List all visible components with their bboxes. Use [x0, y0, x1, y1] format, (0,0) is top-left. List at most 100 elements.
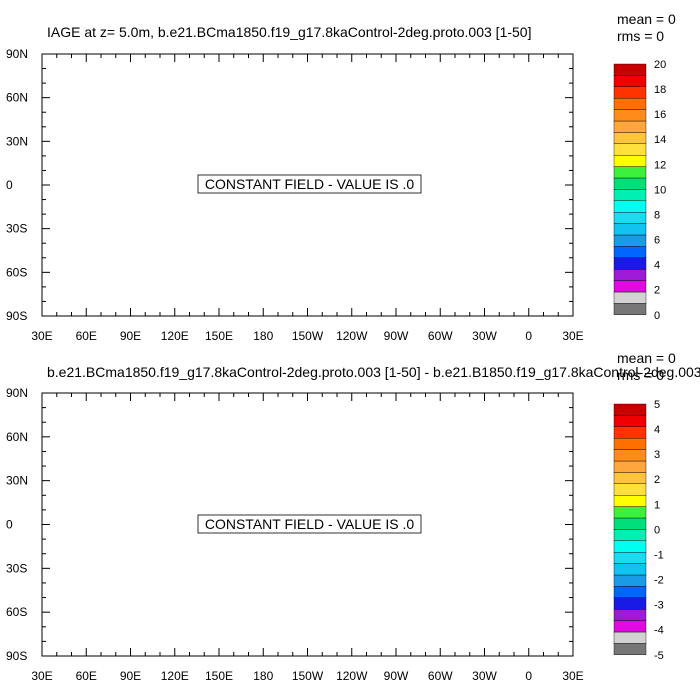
top-x-tick-label: 180: [253, 329, 273, 343]
top-colorbar-swatch: [613, 75, 647, 88]
top-colorbar-label: 16: [654, 109, 666, 121]
bottom-colorbar-swatch: [613, 403, 647, 416]
top-colorbar-swatch: [613, 97, 647, 110]
top-y-tick-label: 0: [6, 178, 13, 192]
top-colorbar-swatch: [613, 86, 647, 99]
bottom-colorbar-label: -4: [654, 625, 664, 637]
top-colorbar: 0 2 4 6 8 10 12 14 16 18 20: [613, 59, 666, 322]
top-x-tick-label: 150E: [205, 329, 233, 343]
top-y-tick-label: 30N: [6, 134, 28, 148]
bottom-panel: b.e21.BCma1850.f19_g17.8kaControl-2deg.p…: [6, 350, 700, 683]
top-x-tick-label: 30E: [31, 329, 52, 343]
bottom-x-tick-label: 60E: [76, 669, 97, 683]
bottom-colorbar-label: 5: [654, 399, 660, 411]
top-colorbar-swatch: [613, 200, 647, 213]
bottom-x-tick-label: 150W: [292, 669, 324, 683]
bottom-y-tick-label: 30S: [6, 561, 27, 575]
bottom-panel-title: b.e21.BCma1850.f19_g17.8kaControl-2deg.p…: [47, 364, 700, 380]
bottom-colorbar-label: -3: [654, 600, 664, 612]
bottom-colorbar-label: 4: [654, 424, 660, 436]
bottom-colorbar-swatch: [613, 460, 647, 473]
top-message: CONSTANT FIELD - VALUE IS .0: [205, 176, 414, 192]
top-colorbar-swatch: [613, 132, 647, 144]
top-x-tick-label: 60E: [76, 329, 97, 343]
top-colorbar-swatch: [613, 246, 647, 258]
bottom-y-tick-label: 90S: [6, 649, 27, 663]
bottom-colorbar-label: 0: [654, 524, 660, 536]
bottom-colorbar-label: -2: [654, 575, 664, 587]
bottom-colorbar-swatch: [613, 483, 647, 496]
bottom-colorbar-label: 1: [654, 499, 660, 511]
top-x-tick-label: 120W: [336, 329, 368, 343]
top-x-tick-label: 60W: [428, 329, 453, 343]
top-map-ticks: 30E 60E 90E 120E 150E 180 150W 120W 90W 60W 30W 0 30…: [6, 47, 584, 343]
bottom-message-box: [197, 514, 422, 534]
top-message-box: [197, 174, 422, 194]
top-colorbar-label: 14: [654, 134, 666, 146]
top-colorbar-swatch: [613, 166, 647, 179]
top-colorbar-label: 18: [654, 84, 666, 96]
top-colorbar-swatch: [613, 291, 647, 304]
bottom-colorbar-label: 3: [654, 449, 660, 461]
bottom-map-ticks: 30E 60E 90E 120E 150E 180 150W 120W 90W 60W 30W 0 30…: [6, 386, 584, 683]
bottom-y-tick-label: 60N: [6, 430, 28, 444]
top-x-tick-label: 150W: [292, 329, 324, 343]
bottom-colorbar-swatch: [613, 540, 647, 553]
top-colorbar-swatch: [613, 280, 647, 293]
bottom-x-tick-label: 0: [525, 669, 532, 683]
top-y-tick-label: 30S: [6, 222, 27, 236]
top-colorbar-swatch: [613, 211, 647, 224]
bottom-panel-rms: rms = 0: [617, 367, 664, 383]
bottom-colorbar-swatch: [613, 495, 647, 507]
top-colorbar-label: 0: [654, 310, 660, 322]
top-panel-mean: mean = 0: [617, 11, 676, 27]
top-colorbar-swatch: [613, 234, 647, 247]
bottom-colorbar-swatch: [613, 517, 647, 530]
top-x-tick-label: 120E: [161, 329, 189, 343]
top-y-tick-label: 60N: [6, 91, 28, 105]
top-y-tick-label: 90S: [6, 309, 27, 323]
bottom-colorbar-swatch: [613, 563, 647, 576]
bottom-panel-mean: mean = 0: [617, 350, 676, 366]
bottom-x-tick-label: 90W: [384, 669, 409, 683]
bottom-colorbar-swatch: [613, 449, 647, 462]
bottom-y-tick-label: 60S: [6, 605, 27, 619]
bottom-colorbar-label: -1: [654, 549, 664, 561]
top-colorbar-label: 12: [654, 159, 666, 171]
bottom-colorbar-swatch: [613, 574, 647, 587]
top-x-tick-label: 90E: [120, 329, 141, 343]
top-x-tick-label: 30W: [472, 329, 497, 343]
top-colorbar-label: 4: [654, 260, 660, 272]
bottom-y-tick-label: 0: [6, 518, 13, 532]
bottom-x-tick-label: 120E: [161, 669, 189, 683]
top-colorbar-label: 8: [654, 209, 660, 221]
top-colorbar-label: 2: [654, 285, 660, 297]
bottom-colorbar-swatch: [613, 643, 647, 656]
top-colorbar-swatch: [613, 63, 647, 76]
top-colorbar-label: 10: [654, 184, 666, 196]
bottom-x-tick-label: 60W: [428, 669, 453, 683]
bottom-colorbar-swatch: [613, 438, 647, 450]
top-colorbar-swatch: [613, 257, 647, 270]
bottom-colorbar-label: 2: [654, 474, 660, 486]
bottom-colorbar-swatch: [613, 586, 647, 599]
top-colorbar-swatch: [613, 109, 647, 122]
top-panel: IAGE at z= 5.0m, b.e21.BCma1850.f19_g17.…: [6, 11, 676, 343]
bottom-x-tick-label: 30E: [562, 669, 583, 683]
bottom-colorbar-swatch: [613, 620, 647, 633]
top-x-tick-label: 0: [525, 329, 532, 343]
bottom-y-tick-label: 30N: [6, 474, 28, 488]
bottom-colorbar-swatch: [613, 529, 647, 542]
bottom-x-tick-label: 150E: [205, 669, 233, 683]
top-x-tick-label: 30E: [562, 329, 583, 343]
bottom-colorbar-swatch: [613, 415, 647, 427]
top-y-tick-label: 90N: [6, 47, 28, 61]
bottom-colorbar-swatch: [613, 426, 647, 439]
top-colorbar-label: 20: [654, 59, 666, 71]
top-colorbar-swatch: [613, 120, 647, 133]
bottom-colorbar-swatch: [613, 609, 647, 621]
bottom-x-tick-label: 30E: [31, 669, 52, 683]
bottom-y-tick-label: 90N: [6, 386, 28, 400]
bottom-x-tick-label: 120W: [336, 669, 368, 683]
